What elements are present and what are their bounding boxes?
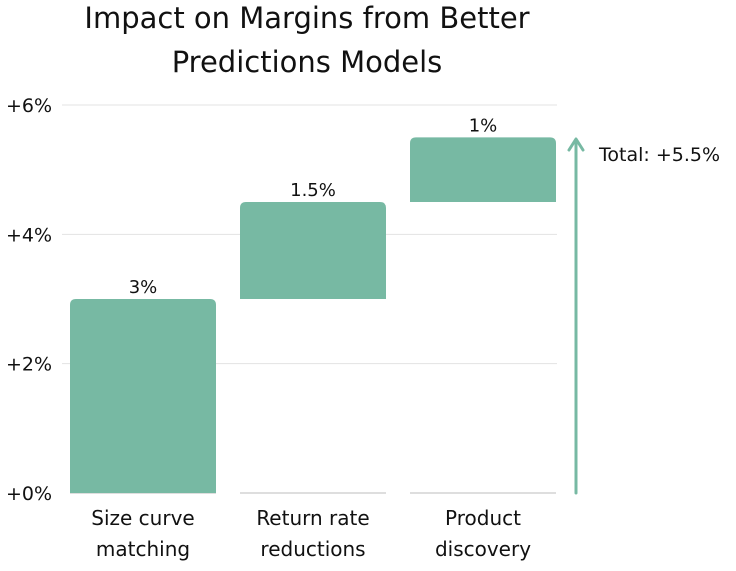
y-tick-label: +6% bbox=[6, 95, 52, 117]
bar bbox=[240, 202, 386, 299]
y-tick-label: +0% bbox=[6, 483, 52, 505]
total-indicator: Total: +5.5% bbox=[567, 137, 720, 495]
total-label: Total: +5.5% bbox=[598, 144, 720, 166]
bars bbox=[70, 137, 556, 493]
category-label: Return rate bbox=[256, 506, 369, 530]
category-label: Size curve bbox=[91, 506, 194, 530]
data-labels: 3% 1.5% 1% bbox=[129, 115, 498, 298]
y-axis-ticks: +0% +2% +4% +6% bbox=[6, 95, 52, 505]
bar bbox=[70, 299, 216, 493]
chart-title: Impact on Margins from Better Predictions… bbox=[84, 1, 529, 79]
data-label: 1% bbox=[469, 115, 498, 136]
category-label: discovery bbox=[435, 537, 531, 561]
category-labels: Size curve matching Return rate reductions P… bbox=[91, 506, 531, 561]
data-label: 3% bbox=[129, 277, 158, 298]
y-tick-label: +2% bbox=[6, 354, 52, 376]
chart-title-line-1: Impact on Margins from Better bbox=[84, 1, 529, 35]
chart-title-line-2: Predictions Models bbox=[172, 45, 443, 79]
bar bbox=[410, 137, 556, 202]
arrow-up-icon bbox=[567, 137, 585, 152]
category-label: Product bbox=[445, 506, 521, 530]
category-label: reductions bbox=[260, 537, 365, 561]
data-label: 1.5% bbox=[290, 180, 336, 201]
y-tick-label: +4% bbox=[6, 224, 52, 246]
category-label: matching bbox=[96, 537, 190, 561]
